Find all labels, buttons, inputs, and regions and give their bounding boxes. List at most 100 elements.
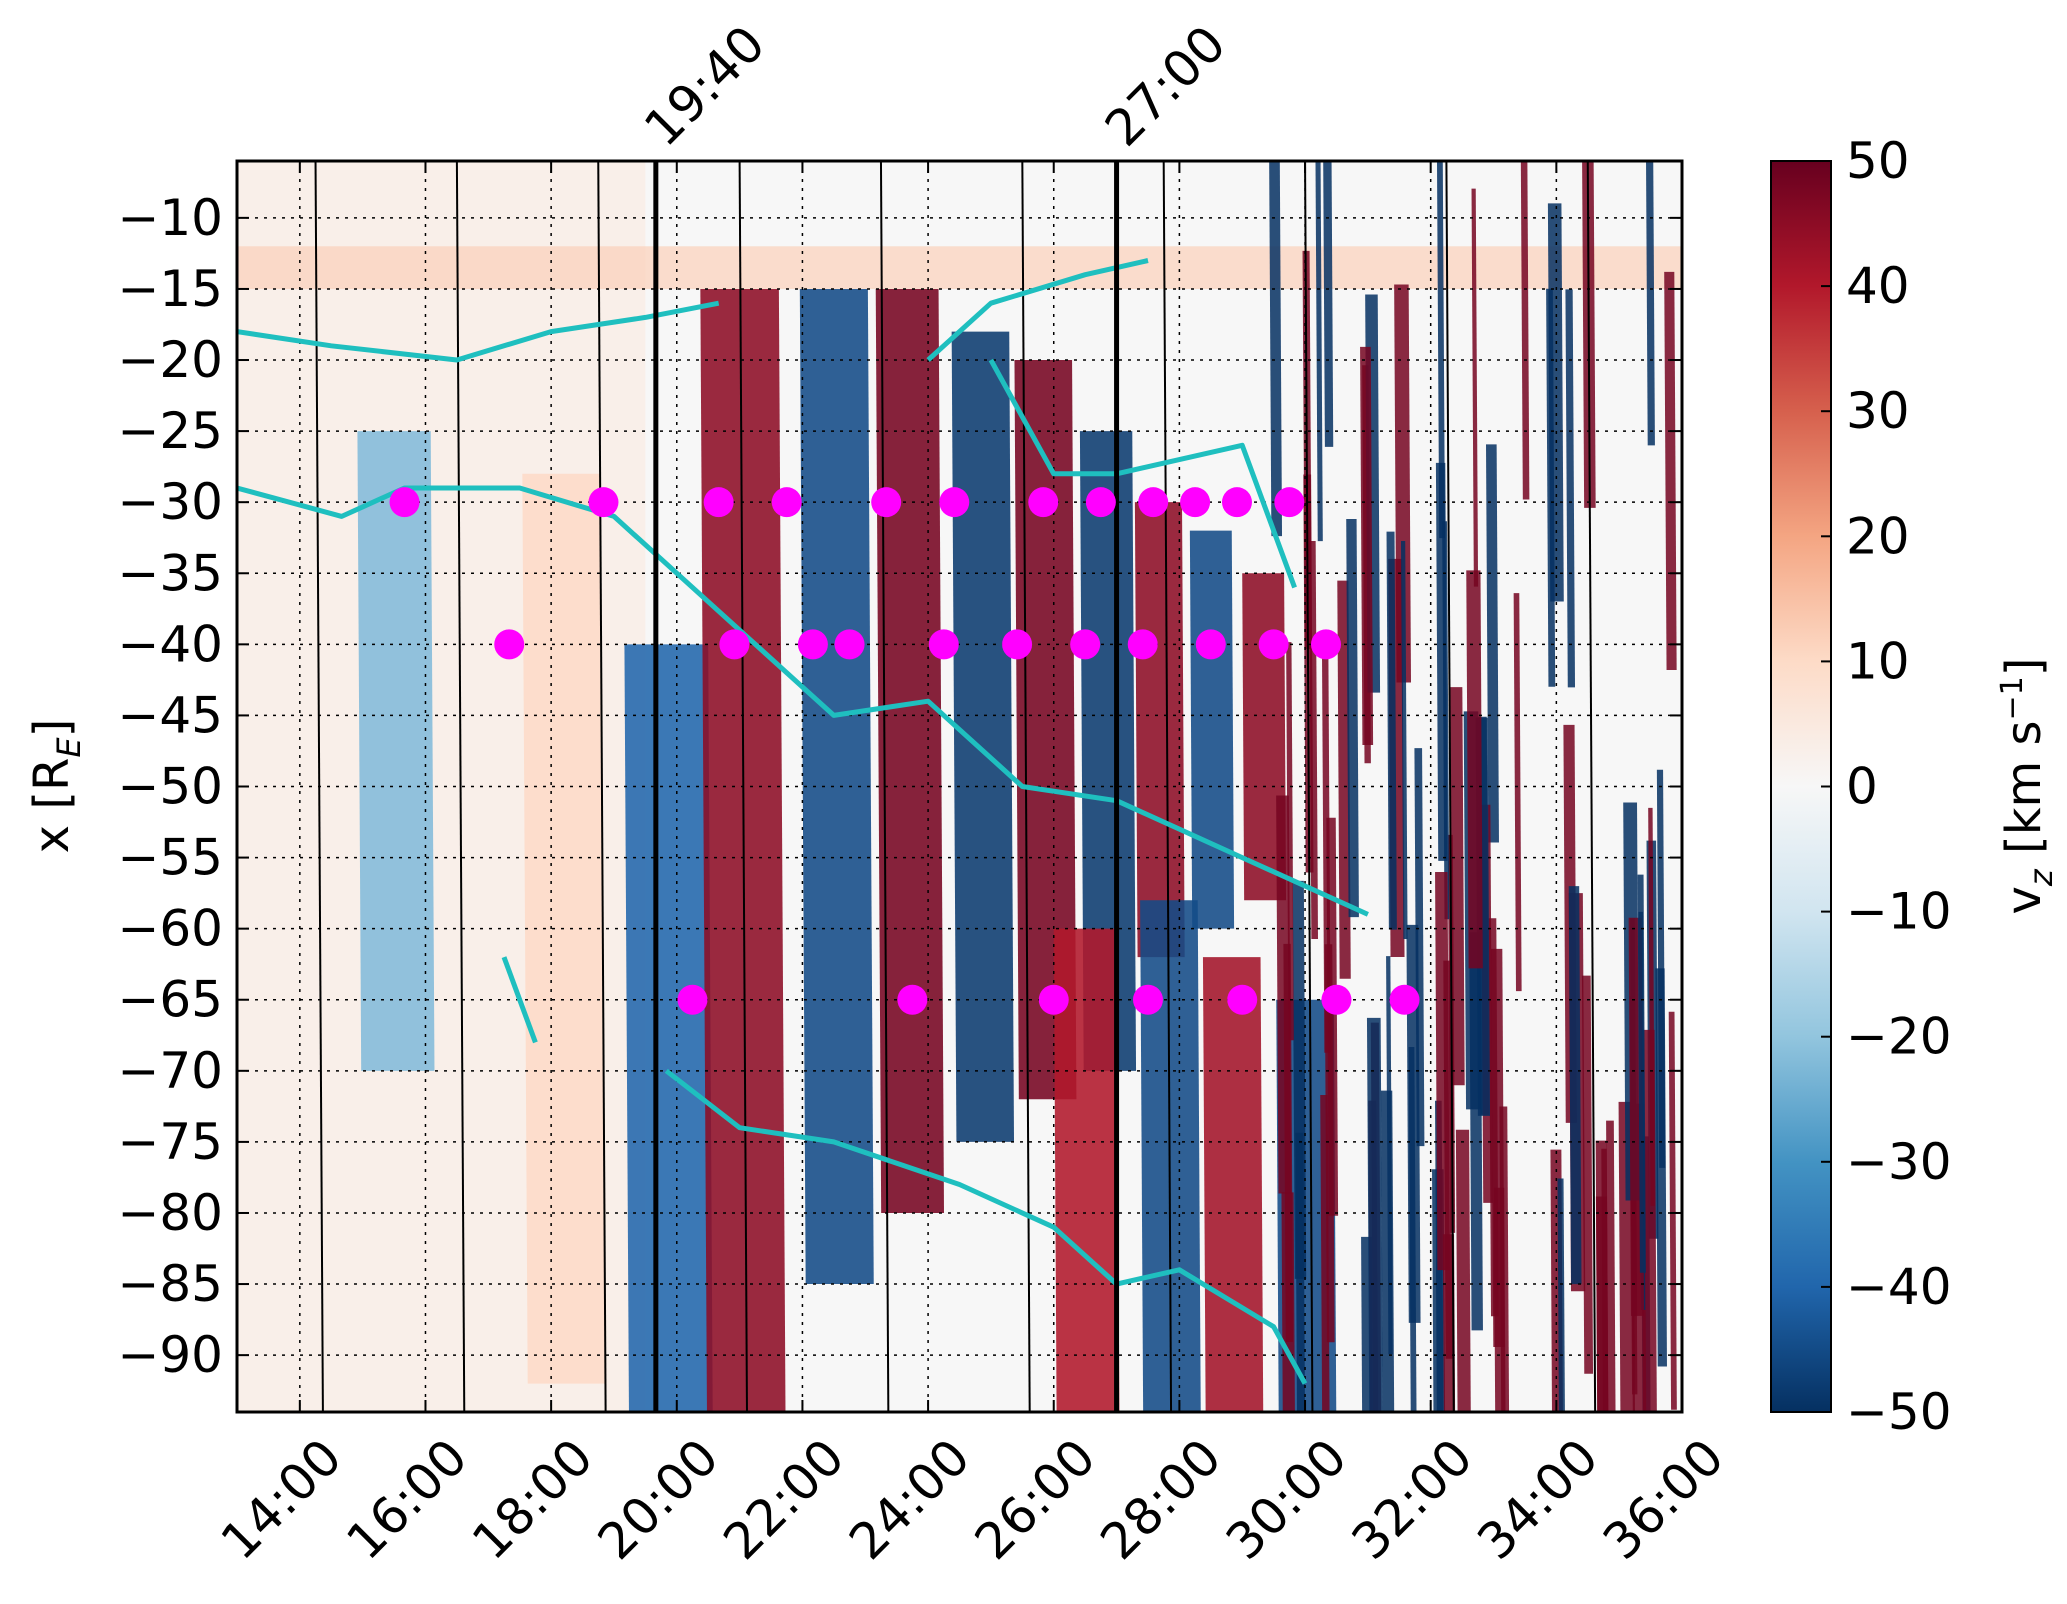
- colorbar-tick-label: −40: [1846, 1258, 1952, 1316]
- turbulence-streak: [1315, 161, 1323, 542]
- wave-band: [1134, 502, 1185, 958]
- data-point: [1127, 629, 1158, 660]
- phase-line: [879, 161, 890, 1412]
- data-point: [677, 984, 708, 1015]
- turbulence-streak: [1400, 540, 1408, 939]
- phase-line: [314, 161, 324, 1412]
- turbulence-streak: [1513, 593, 1522, 992]
- turbulence-streak: [1565, 289, 1576, 688]
- data-point: [1028, 487, 1059, 518]
- wave-band: [951, 331, 1015, 1142]
- x-tick-label: 24:00: [838, 1428, 981, 1571]
- data-point: [1038, 984, 1069, 1015]
- wave-band: [357, 431, 435, 1071]
- data-point: [1085, 487, 1116, 518]
- turbulence-streak: [1324, 944, 1335, 1343]
- data-point: [1389, 984, 1420, 1015]
- wave-band: [1189, 530, 1235, 929]
- phase-line: [738, 161, 748, 1412]
- turbulence-streak: [1568, 886, 1582, 1285]
- y-tick-label: −10: [117, 189, 223, 247]
- x-tick-label: 16:00: [336, 1428, 479, 1571]
- turbulence-streak: [1436, 161, 1446, 539]
- x-tick-label: 20:00: [587, 1428, 730, 1571]
- data-point: [703, 487, 734, 518]
- y-tick-label: −60: [117, 900, 223, 958]
- phase-line: [455, 161, 466, 1412]
- y-tick-label: −25: [117, 402, 223, 460]
- y-axis-label: x [RE]: [24, 719, 88, 854]
- colorbar-tick-label: 10: [1846, 632, 1910, 690]
- data-point: [719, 629, 750, 660]
- x-tick-label: 22:00: [713, 1428, 856, 1571]
- colorbar-tick-label: 30: [1846, 382, 1910, 440]
- data-point: [797, 629, 828, 660]
- turbulence-streak: [1646, 161, 1655, 446]
- turbulence-streak: [1520, 161, 1530, 500]
- data-point: [1180, 487, 1211, 518]
- colorbar-tick-label: 20: [1846, 507, 1910, 565]
- x-tick-label: 32:00: [1341, 1428, 1484, 1571]
- time-marker-label: 27:00: [1094, 15, 1237, 158]
- x-tick-label: 18:00: [461, 1428, 604, 1571]
- turbulence-streak: [1493, 1187, 1506, 1412]
- turbulence-streak: [1366, 1017, 1383, 1412]
- y-tick-label: −40: [117, 615, 223, 673]
- colorbar-label: vz [km s−1]: [1995, 658, 2060, 915]
- turbulence-streak: [1471, 188, 1479, 587]
- y-tick-label: −85: [117, 1255, 223, 1313]
- cyan-trace: [501, 956, 538, 1044]
- y-axis: −10 −15 −20 −25 −30 −35 −40 −45 −50 −55 −60 −65 −70 −…: [117, 189, 1682, 1384]
- colorbar-tick-label: −10: [1846, 883, 1952, 941]
- turbulence-streak: [1323, 161, 1334, 447]
- turbulence-streak: [1606, 1120, 1616, 1412]
- turbulent-region: [1269, 161, 1677, 1412]
- turbulence-streak: [1394, 284, 1412, 683]
- x-tick-label: 26:00: [964, 1428, 1107, 1571]
- turbulence-streak: [1380, 1090, 1395, 1412]
- wave-band: [875, 288, 945, 1213]
- turbulence-streak: [1386, 531, 1397, 930]
- wave-band: [1053, 928, 1120, 1412]
- wave-band: [1202, 957, 1264, 1412]
- turbulence-streak: [1276, 795, 1292, 1194]
- x-tick-label: 14:00: [210, 1428, 353, 1571]
- phase-line: [1729, 161, 1736, 1412]
- turbulence-streak: [1346, 519, 1359, 918]
- turbulence-streak: [1360, 346, 1374, 745]
- turbulence-streak: [1595, 1140, 1609, 1412]
- y-tick-label: −50: [117, 758, 223, 816]
- turbulence-streak: [1664, 271, 1677, 670]
- colorbar-tick-label: −20: [1846, 1008, 1952, 1066]
- wave-band: [1079, 431, 1137, 1071]
- turbulence-streak: [1668, 1011, 1677, 1410]
- colorbar-tick-label: 0: [1846, 758, 1878, 816]
- data-point: [897, 984, 928, 1015]
- x-tick-label: 34:00: [1466, 1428, 1609, 1571]
- turbulence-streak: [1295, 1132, 1306, 1412]
- colorbar-tick-label: −50: [1846, 1383, 1952, 1441]
- heatmap-background: [237, 161, 1682, 1412]
- turbulence-streak: [1486, 444, 1499, 843]
- data-point: [389, 487, 420, 518]
- turbulence-streak: [1557, 1178, 1565, 1412]
- data-point: [928, 629, 959, 660]
- turbulence-streak: [1466, 570, 1483, 969]
- data-point: [871, 487, 902, 518]
- turbulence-streak: [1406, 924, 1421, 1323]
- x-tick-label: 36:00: [1592, 1428, 1735, 1571]
- data-point: [1070, 629, 1101, 660]
- colorbar-ticks: 50 40 30 20 10 0 −10 −20 −30 −40 −50: [1821, 132, 1952, 1441]
- y-tick-label: −55: [117, 829, 223, 887]
- turbulence-streak: [1637, 874, 1646, 1273]
- cyan-trace: [664, 1068, 1308, 1385]
- data-point: [1221, 487, 1252, 518]
- y-tick-label: −35: [117, 544, 223, 602]
- turbulence-streak: [1656, 769, 1666, 1168]
- y-tick-label: −90: [117, 1326, 223, 1384]
- y-tick-label: −15: [117, 260, 223, 318]
- heatmap-bands: [237, 161, 1682, 1412]
- x-tick-label: 30:00: [1215, 1428, 1358, 1571]
- colorbar-tick-label: 50: [1846, 132, 1910, 190]
- y-tick-label: −75: [117, 1113, 223, 1171]
